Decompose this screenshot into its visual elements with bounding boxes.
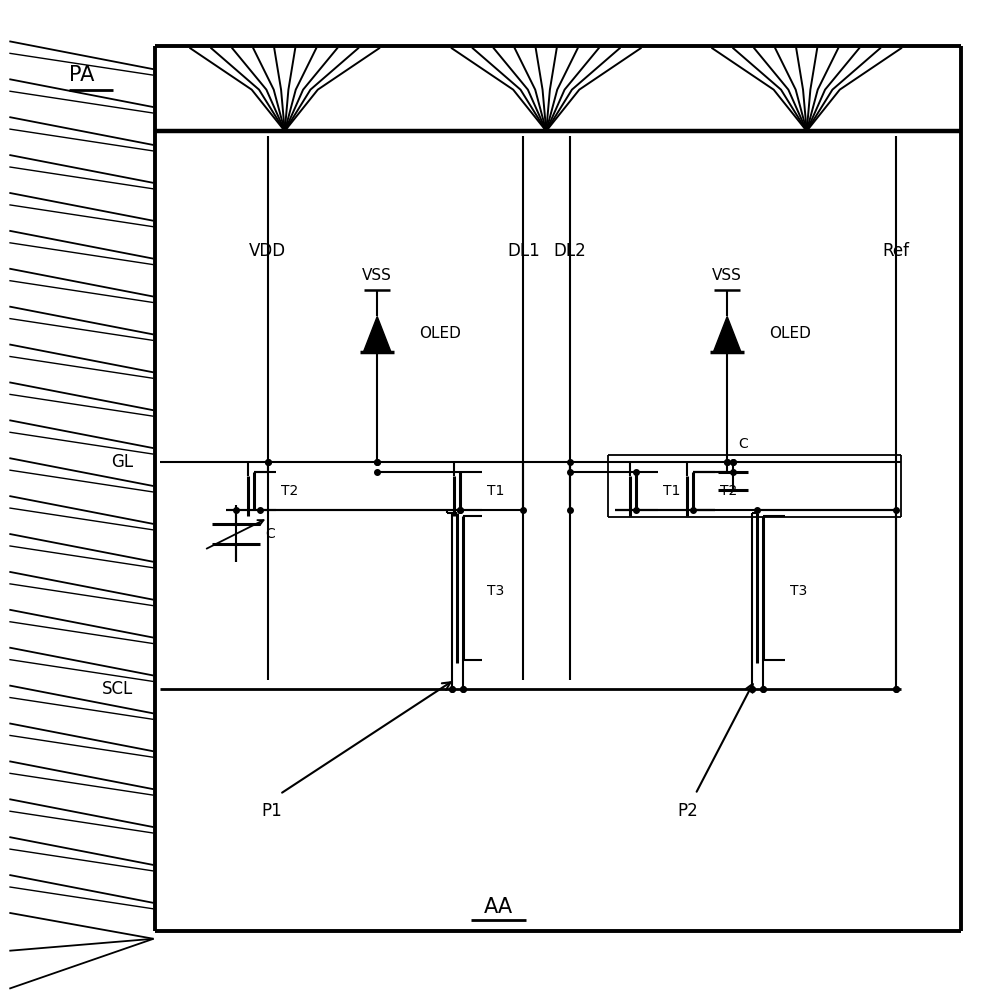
Polygon shape bbox=[713, 317, 741, 352]
Polygon shape bbox=[363, 317, 391, 352]
Text: OLED: OLED bbox=[769, 326, 811, 341]
Text: T2: T2 bbox=[281, 484, 298, 498]
Text: C: C bbox=[738, 437, 748, 451]
Text: PA: PA bbox=[69, 65, 95, 85]
Text: T1: T1 bbox=[487, 484, 503, 498]
Text: OLED: OLED bbox=[419, 326, 461, 341]
Text: VDD: VDD bbox=[249, 242, 286, 260]
Text: P1: P1 bbox=[261, 802, 282, 820]
Text: VSS: VSS bbox=[362, 268, 392, 283]
Text: P2: P2 bbox=[677, 802, 698, 820]
Text: DL2: DL2 bbox=[553, 242, 586, 260]
Text: T3: T3 bbox=[487, 584, 503, 598]
Text: T2: T2 bbox=[720, 484, 738, 498]
Text: T1: T1 bbox=[663, 484, 680, 498]
Text: GL: GL bbox=[112, 453, 134, 471]
Text: DL1: DL1 bbox=[507, 242, 539, 260]
Text: T3: T3 bbox=[790, 584, 807, 598]
Text: AA: AA bbox=[484, 897, 513, 917]
Text: Ref: Ref bbox=[882, 242, 909, 260]
Text: C: C bbox=[265, 527, 274, 541]
Text: VSS: VSS bbox=[712, 268, 742, 283]
Text: SCL: SCL bbox=[103, 680, 134, 698]
